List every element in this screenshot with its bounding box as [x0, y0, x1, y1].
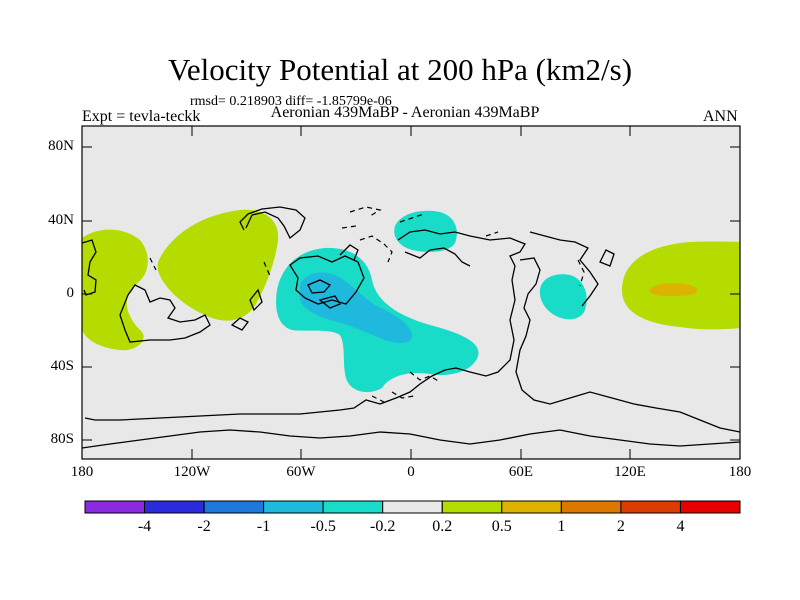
experiment-label: Expt = tevla-teckk: [82, 108, 201, 125]
coastlines: [82, 206, 740, 449]
colorbar-label: 2: [616, 518, 625, 535]
colorbar: [84, 500, 741, 514]
lon-label-60e: 60E: [508, 464, 534, 480]
colorbar-box: [680, 500, 741, 514]
season-label: ANN: [703, 108, 738, 125]
colorbar-label: -1: [256, 518, 271, 535]
lat-label-40s: 40S: [50, 358, 74, 374]
contour-negative-north: [394, 210, 457, 252]
lat-label-0: 0: [66, 285, 75, 301]
lat-label-40n: 40N: [48, 212, 74, 228]
plot-title: Velocity Potential at 200 hPa (km2/s): [167, 52, 633, 87]
contour-positive-americas-west: [82, 229, 148, 351]
colorbar-box: [620, 500, 681, 514]
lon-label-0: 0: [407, 464, 415, 480]
lon-label-120w: 120W: [173, 464, 211, 480]
lon-label-60w: 60W: [286, 464, 316, 480]
case-label: Aeronian 439MaBP - Aeronian 439MaBP: [270, 104, 540, 121]
lon-label-120e: 120E: [614, 464, 646, 480]
colorbar-box: [322, 500, 384, 514]
colorbar-label: -4: [137, 518, 152, 535]
lat-label-80n: 80N: [48, 138, 74, 154]
colorbar-label: 0.2: [432, 518, 453, 535]
colorbar-label: -0.5: [310, 518, 336, 535]
lon-label-180w: 180: [70, 464, 94, 480]
colorbar-label: 1: [557, 518, 566, 535]
contour-positive-americas-east: [157, 209, 279, 321]
colorbar-box: [84, 500, 145, 514]
colorbar-box: [203, 500, 265, 514]
contour-negative-indian: [539, 274, 587, 320]
lat-label-80s: 80S: [50, 431, 74, 447]
colorbar-box: [560, 500, 622, 514]
colorbar-label: 0.5: [491, 518, 512, 535]
colorbar-box: [144, 500, 205, 514]
map-ticks: [82, 126, 740, 459]
colorbar-box: [263, 500, 324, 514]
colorbar-label: -2: [197, 518, 211, 535]
colorbar-box: [441, 500, 503, 514]
colorbar-label: 4: [676, 518, 685, 535]
colorbar-box: [382, 500, 443, 514]
contour-positive-pacific-core: [649, 283, 698, 296]
colorbar-label: -0.2: [370, 518, 396, 535]
stats-line: rmsd= 0.218903 diff= -1.85799e-06: [190, 94, 392, 109]
island-outlines: [149, 206, 585, 403]
lon-label-180e: 180: [728, 464, 752, 480]
contour-negative-atlantic-core: [300, 272, 413, 343]
colorbar-box: [501, 500, 562, 514]
